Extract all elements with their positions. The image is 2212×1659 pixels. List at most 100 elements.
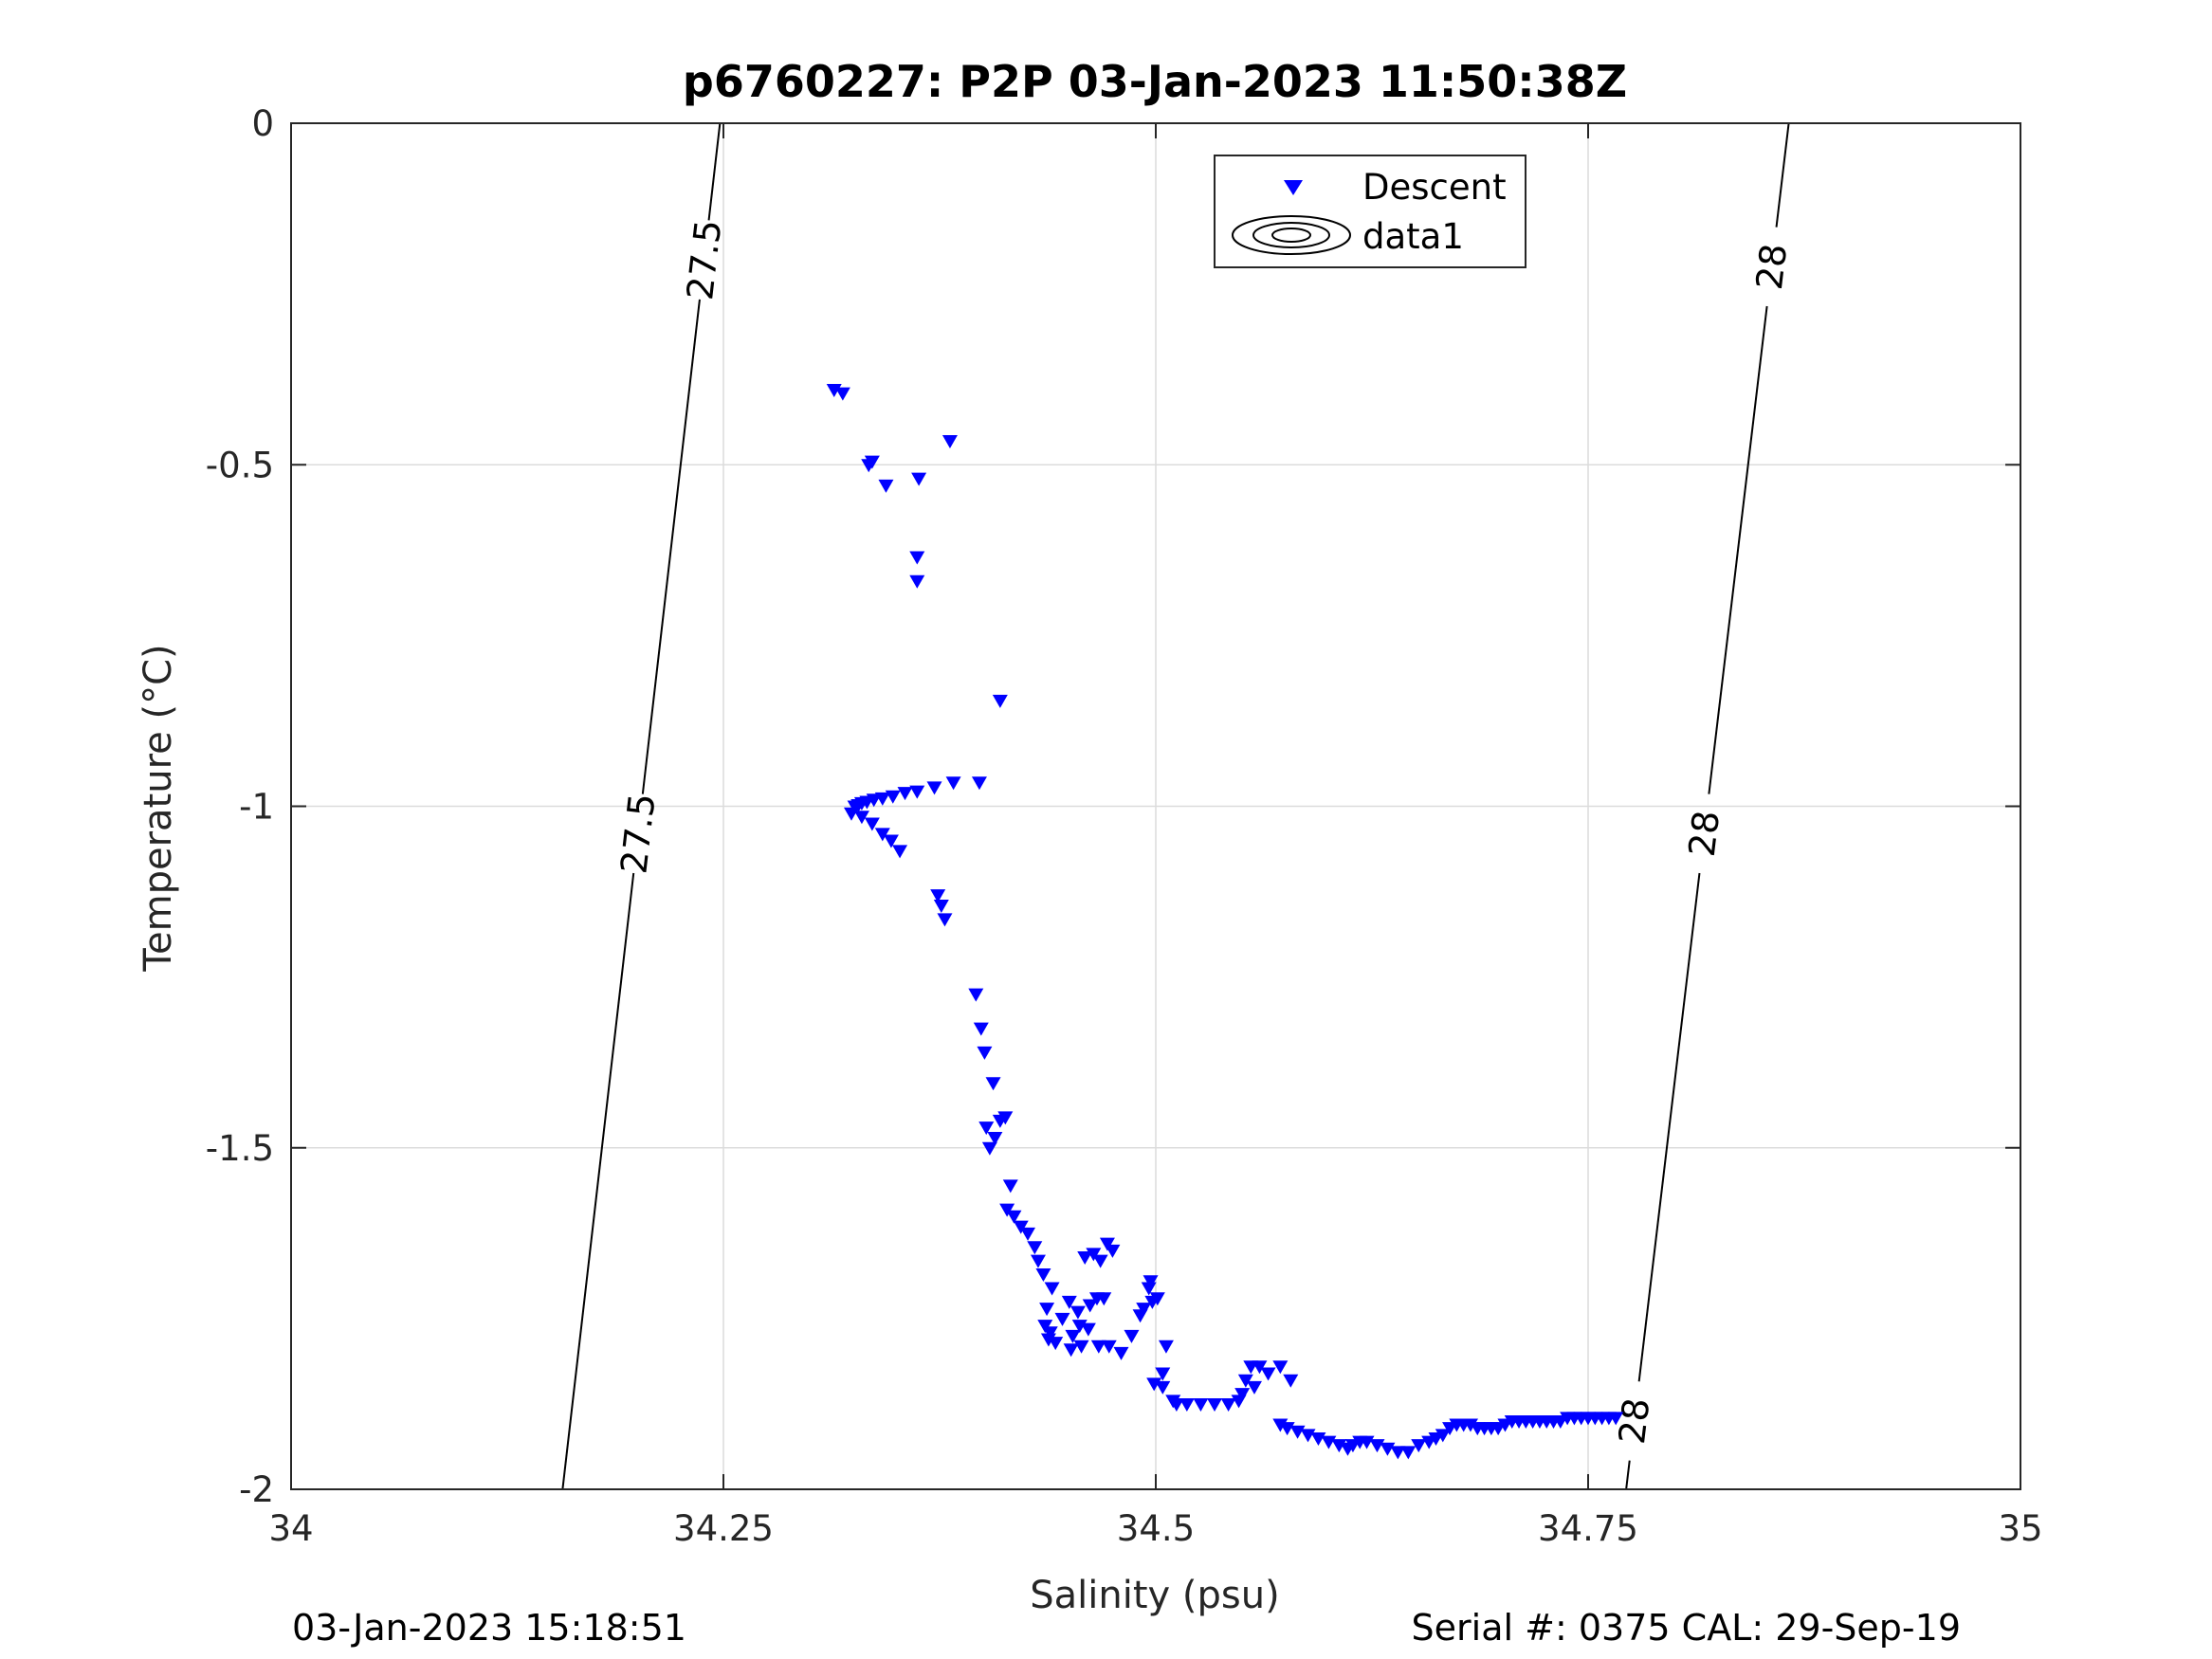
descent-point — [968, 988, 984, 1002]
descent-point — [1077, 1251, 1093, 1266]
y-tick-label: 0 — [251, 103, 274, 144]
contour-label: 27.5 — [679, 218, 729, 302]
descent-point — [1063, 1343, 1079, 1358]
descent-point — [1234, 1388, 1251, 1402]
descent-point — [1092, 1254, 1108, 1268]
contour-label: 28 — [1748, 242, 1795, 292]
descent-point — [885, 790, 901, 804]
descent-point — [1013, 1220, 1029, 1234]
descent-point — [874, 828, 890, 842]
descent-point — [985, 1077, 1001, 1091]
y-tick-label: -0.5 — [206, 445, 274, 485]
legend-label-descent: Descent — [1362, 167, 1507, 208]
x-axis-ticks: 34 34.25 34.5 34.75 35 — [268, 123, 2043, 1549]
descent-point — [1435, 1429, 1451, 1443]
descent-point — [1054, 1312, 1070, 1326]
descent-point — [1146, 1377, 1162, 1392]
descent-point — [1101, 1340, 1117, 1354]
descent-point — [1002, 1179, 1018, 1194]
descent-point — [1380, 1442, 1396, 1456]
descent-point — [911, 472, 927, 486]
descent-point — [1155, 1380, 1171, 1395]
contour-line-28 — [1637, 872, 1701, 1382]
legend-label-data1: data1 — [1362, 216, 1464, 257]
descent-point — [909, 551, 925, 565]
descent-point — [1168, 1397, 1184, 1412]
descent-point — [1065, 1329, 1081, 1343]
descent-point — [1080, 1322, 1096, 1337]
descent-point — [1246, 1380, 1262, 1395]
descent-point — [1220, 1397, 1236, 1412]
contour-line-27.5 — [707, 122, 722, 221]
descent-point — [1158, 1340, 1174, 1354]
descent-point — [909, 785, 925, 799]
descent-point — [930, 889, 946, 903]
descent-point — [1136, 1303, 1152, 1317]
descent-point — [1037, 1320, 1053, 1334]
descent-point — [1193, 1397, 1209, 1412]
descent-point — [1048, 1337, 1064, 1351]
x-tick-label: 34 — [268, 1508, 313, 1549]
descent-point — [1260, 1367, 1276, 1381]
descent-point — [999, 1203, 1015, 1217]
descent-point — [1040, 1333, 1056, 1347]
descent-point — [1155, 1367, 1171, 1381]
grid — [291, 123, 2020, 1489]
descent-point — [1300, 1429, 1316, 1443]
x-tick-label: 34.75 — [1538, 1508, 1638, 1549]
x-tick-label: 35 — [1998, 1508, 2042, 1549]
descent-point — [1030, 1254, 1046, 1268]
descent-point — [1462, 1418, 1478, 1432]
contour-label: 28 — [1681, 809, 1728, 859]
descent-point — [1207, 1397, 1223, 1412]
descent-point — [977, 1046, 993, 1060]
descent-point — [1061, 1295, 1077, 1309]
descent-point — [1149, 1292, 1165, 1306]
descent-point — [864, 817, 880, 831]
descent-point — [1069, 1305, 1086, 1320]
descent-point — [874, 792, 890, 806]
descent-point — [1088, 1292, 1105, 1306]
descent-point — [978, 1121, 995, 1136]
descent-point — [1179, 1397, 1195, 1412]
descent-point — [1105, 1244, 1121, 1258]
descent-point — [1113, 1346, 1129, 1360]
descent-point — [1310, 1431, 1326, 1446]
legend: Descent data1 — [1214, 155, 1526, 268]
descent-point — [926, 781, 942, 795]
descent-point — [1359, 1435, 1375, 1449]
legend-box — [1214, 155, 1526, 268]
descent-point — [878, 479, 894, 493]
x-tick-label: 34.5 — [1117, 1508, 1195, 1549]
legend-contour-icon — [1232, 215, 1351, 255]
descent-point — [1141, 1282, 1157, 1296]
y-tick-label: -1.5 — [206, 1128, 274, 1169]
descent-point — [897, 787, 913, 801]
descent-point — [992, 694, 1008, 708]
descent-point — [1237, 1374, 1253, 1388]
descent-point — [864, 455, 880, 469]
contour-line-28 — [1775, 122, 1790, 228]
descent-point — [945, 776, 961, 791]
contour-line-28 — [1708, 305, 1768, 794]
descent-point — [941, 435, 958, 449]
contour-line-28 — [1625, 1460, 1631, 1490]
descent-point — [1090, 1340, 1106, 1354]
descent-point — [1390, 1446, 1406, 1460]
descent-point — [992, 1114, 1008, 1128]
descent-point — [909, 574, 925, 589]
descent-point — [1044, 1282, 1060, 1296]
descent-point — [1331, 1439, 1347, 1453]
y-tick-label: -1 — [239, 787, 274, 828]
y-axis-label: Temperature (°C) — [137, 644, 180, 972]
descent-point — [1289, 1425, 1306, 1439]
descent-point — [1035, 1268, 1051, 1283]
descent-point — [1020, 1227, 1036, 1241]
descent-point — [1272, 1360, 1289, 1375]
descent-point — [1071, 1320, 1088, 1334]
descent-point — [1272, 1418, 1289, 1432]
footer-serial-cal: Serial #: 0375 CAL: 29-Sep-19 — [1412, 1607, 1961, 1649]
contour-line-27.5 — [561, 872, 635, 1490]
